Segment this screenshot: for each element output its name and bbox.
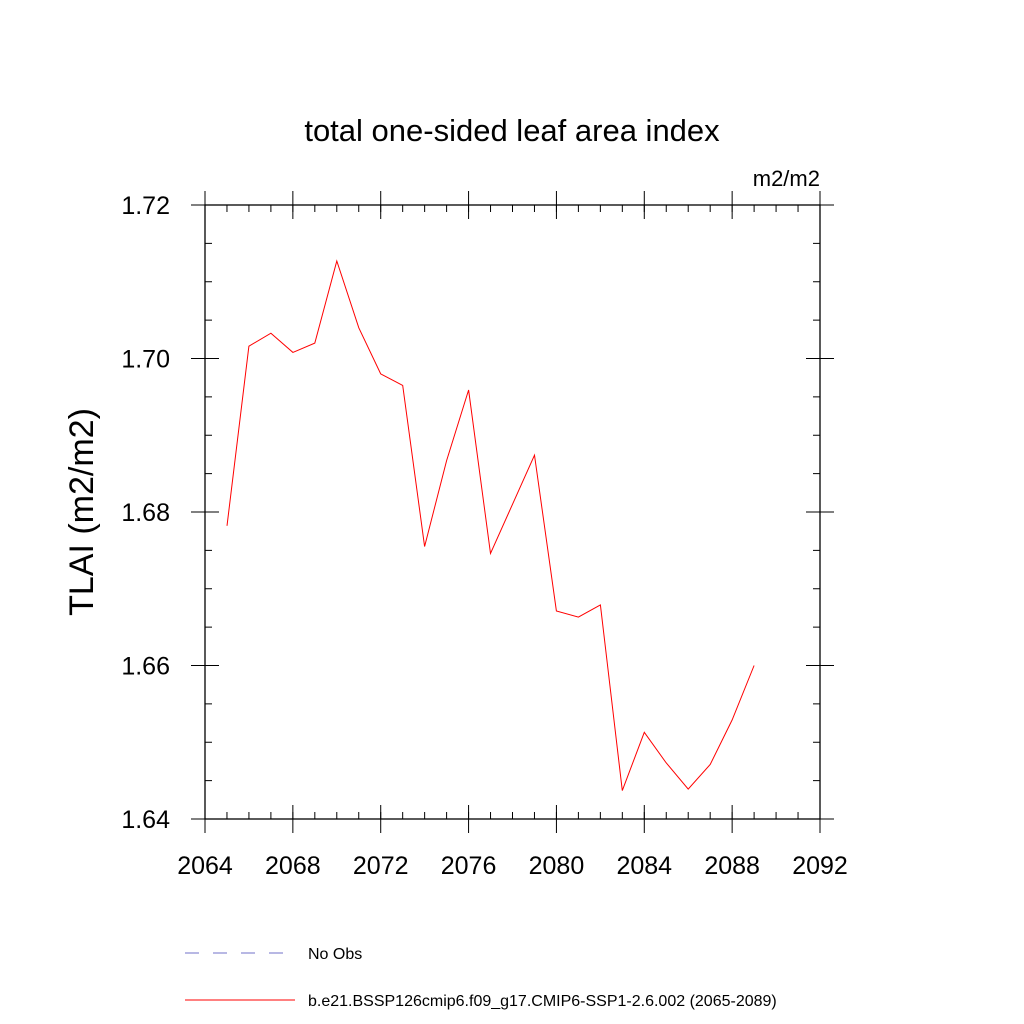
y-axis-label: TLAI (m2/m2) <box>63 408 101 616</box>
data-point <box>512 504 513 505</box>
x-tick-label: 2064 <box>177 852 233 880</box>
data-point <box>644 732 645 733</box>
data-point <box>402 385 403 386</box>
x-tick-label: 2076 <box>441 852 497 880</box>
data-point <box>622 790 623 791</box>
data-point <box>248 346 249 347</box>
units-label: m2/m2 <box>753 166 820 191</box>
legend-label-no-obs: No Obs <box>308 946 362 963</box>
data-point <box>666 762 667 763</box>
data-point <box>534 455 535 456</box>
y-tick-label: 1.70 <box>121 346 170 374</box>
data-point <box>358 327 359 328</box>
data-point <box>380 373 381 374</box>
series-line <box>226 259 755 791</box>
y-tick-label: 1.64 <box>121 806 170 834</box>
data-point <box>578 617 579 618</box>
data-point <box>556 610 557 611</box>
major-ticks <box>191 191 834 833</box>
data-point <box>490 553 491 554</box>
data-point <box>754 665 755 666</box>
x-tick-label: 2068 <box>265 852 321 880</box>
data-point <box>710 764 711 765</box>
data-point <box>600 604 601 605</box>
legend: No Obs b.e21.BSSP126cmip6.f09_g17.CMIP6-… <box>185 946 777 1010</box>
data-point <box>226 525 227 526</box>
data-point <box>468 389 469 390</box>
data-point <box>270 333 271 334</box>
data-point <box>424 546 425 547</box>
chart-title: total one-sided leaf area index <box>304 113 720 148</box>
data-point <box>446 460 447 461</box>
y-tick-label: 1.72 <box>121 192 170 220</box>
x-tick-label: 2092 <box>792 852 848 880</box>
data-point <box>688 788 689 789</box>
y-tick-label: 1.66 <box>121 653 170 681</box>
x-tick-label: 2088 <box>704 852 760 880</box>
plot-frame <box>204 204 821 820</box>
y-tick-labels: 1.64 1.66 1.68 1.70 1.72 <box>121 192 170 834</box>
data-point <box>314 343 315 344</box>
data-point <box>336 260 337 261</box>
legend-label-series: b.e21.BSSP126cmip6.f09_g17.CMIP6-SSP1-2.… <box>308 993 777 1010</box>
series-layer <box>226 259 755 791</box>
x-tick-label: 2084 <box>616 852 672 880</box>
data-point <box>732 719 733 720</box>
data-point <box>292 352 293 353</box>
y-tick-label: 1.68 <box>121 499 170 527</box>
minor-ticks <box>204 204 821 820</box>
x-tick-labels: 2064 2068 2072 2076 2080 2084 2088 2092 <box>177 852 848 880</box>
x-tick-label: 2072 <box>353 852 409 880</box>
x-tick-label: 2080 <box>529 852 585 880</box>
